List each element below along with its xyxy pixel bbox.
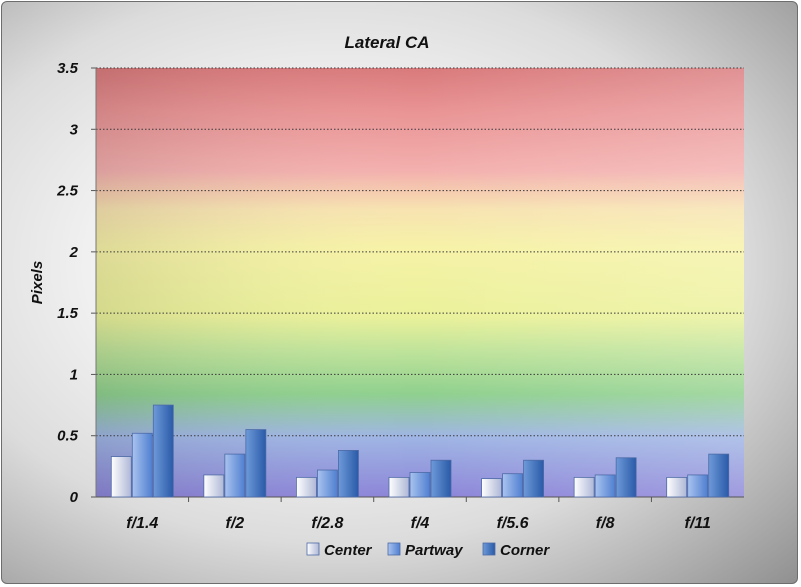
bar-partway-f/2.8 (317, 469, 338, 498)
legend: Center Partway Corner (306, 542, 550, 559)
bar-center-f/2 (203, 474, 225, 498)
chart-title: Lateral CA (344, 33, 429, 52)
bar-corner-f/1.4 (152, 404, 174, 498)
x-axis-ticks: f/1.4 f/2 f/2.8 f/4 f/5.6 f/8 f/11 (126, 497, 711, 532)
bar-corner-f/11 (708, 453, 730, 498)
bar-corner-f/5.6 (523, 459, 544, 498)
bar-corner-f/2.8 (338, 450, 359, 498)
plot-sheen (96, 68, 744, 497)
x-tick-label: f/5.6 (497, 515, 529, 532)
legend-swatch-corner (482, 542, 496, 556)
x-tick-label: f/2.8 (311, 515, 343, 532)
y-tick-label: 3 (70, 121, 79, 138)
bar-corner-f/8 (615, 457, 637, 498)
y-tick-label: 2 (69, 244, 79, 261)
x-tick-label: f/2 (226, 515, 245, 532)
legend-label-center: Center (324, 542, 373, 559)
bar-center-f/4 (388, 476, 410, 498)
bar-partway-f/2 (224, 453, 246, 498)
x-tick-label: f/8 (596, 515, 615, 532)
bar-partway-f/4 (409, 472, 431, 498)
y-tick-label: 2.5 (56, 183, 79, 200)
bar-partway-f/8 (594, 474, 616, 498)
bar-corner-f/2 (245, 429, 267, 498)
bar-center-f/5.6 (481, 478, 502, 498)
bar-center-f/2.8 (296, 476, 317, 498)
legend-swatch-center (306, 542, 320, 556)
bar-center-f/8 (573, 476, 595, 498)
legend-swatch-partway (387, 542, 401, 556)
x-tick-label: f/1.4 (126, 515, 158, 532)
y-axis-label: Pixels (29, 261, 46, 304)
y-tick-label: 0 (70, 489, 79, 506)
bar-partway-f/5.6 (502, 473, 523, 498)
x-tick-label: f/11 (685, 515, 711, 532)
bar-center-f/11 (666, 476, 688, 498)
legend-label-partway: Partway (405, 542, 463, 559)
bar-corner-f/4 (430, 459, 452, 498)
legend-label-corner: Corner (500, 542, 550, 559)
y-tick-label: 1 (70, 366, 78, 383)
bar-partway-f/11 (687, 474, 709, 498)
x-tick-label: f/4 (411, 515, 430, 532)
bar-partway-f/1.4 (131, 432, 153, 498)
y-tick-label: 0.5 (57, 428, 79, 445)
bar-center-f/1.4 (110, 456, 132, 498)
bars (110, 404, 730, 498)
plot-area (96, 68, 744, 497)
y-tick-label: 3.5 (57, 60, 79, 77)
grid-lines (96, 67, 744, 437)
y-tick-label: 1.5 (57, 305, 79, 322)
